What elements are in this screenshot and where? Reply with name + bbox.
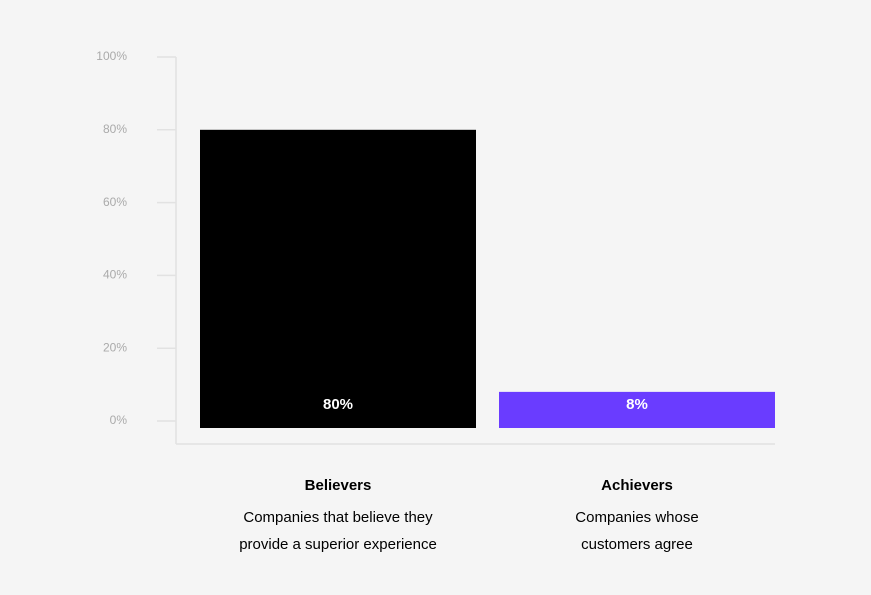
y-tick-label: 80% xyxy=(103,122,127,136)
category-label: Achievers xyxy=(601,477,673,494)
bar xyxy=(200,129,476,429)
category-label: Believers xyxy=(305,477,372,494)
category-description: Companies that believe they xyxy=(243,509,433,526)
value-label: 8% xyxy=(626,396,648,413)
y-tick-label: 0% xyxy=(110,413,128,427)
y-tick-label: 20% xyxy=(103,340,127,354)
y-tick-label: 40% xyxy=(103,268,127,282)
category-description: Companies whose xyxy=(575,509,698,526)
y-tick-label: 100% xyxy=(96,49,127,63)
category-description: provide a superior experience xyxy=(239,536,437,553)
category-description: customers agree xyxy=(581,536,693,553)
bar xyxy=(499,391,775,428)
value-label: 80% xyxy=(323,396,353,413)
y-tick-label: 60% xyxy=(103,195,127,209)
